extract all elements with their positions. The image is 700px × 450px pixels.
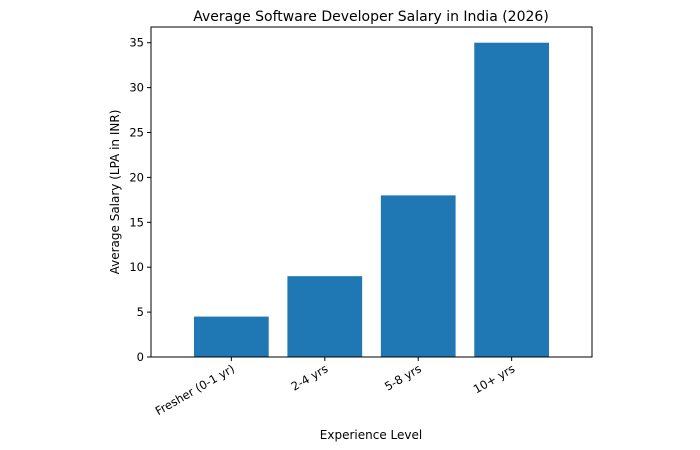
bar (193, 316, 269, 357)
bar (474, 42, 550, 357)
y-tick-label: 35 (129, 36, 144, 50)
x-tick-label: 2-4 yrs (289, 361, 331, 393)
x-tick-label: 5-8 yrs (382, 361, 424, 393)
y-axis-label: Average Salary (LPA in INR) (108, 110, 122, 275)
y-tick-label: 10 (129, 260, 144, 274)
x-axis-label: Experience Level (320, 428, 422, 442)
y-tick-label: 20 (129, 170, 144, 184)
plot-frame (150, 26, 593, 358)
y-tick-label: 0 (137, 350, 144, 364)
y-tick-label: 15 (129, 215, 144, 229)
y-axis-ticks: 0 5 10 15 20 25 30 35 (129, 36, 151, 364)
chart-title: Average Software Developer Salary in Ind… (193, 9, 549, 25)
x-tick-label: Fresher (0-1 yr) (153, 361, 237, 418)
y-tick-label: 25 (129, 126, 144, 140)
bars-group (193, 42, 550, 357)
bar (380, 195, 456, 357)
bar (287, 276, 363, 357)
y-tick-label: 5 (137, 305, 144, 319)
x-axis-ticks: Fresher (0-1 yr) 2-4 yrs 5-8 yrs 10+ yrs (153, 357, 517, 418)
x-tick-label: 10+ yrs (471, 361, 517, 396)
y-tick-label: 30 (129, 81, 144, 95)
